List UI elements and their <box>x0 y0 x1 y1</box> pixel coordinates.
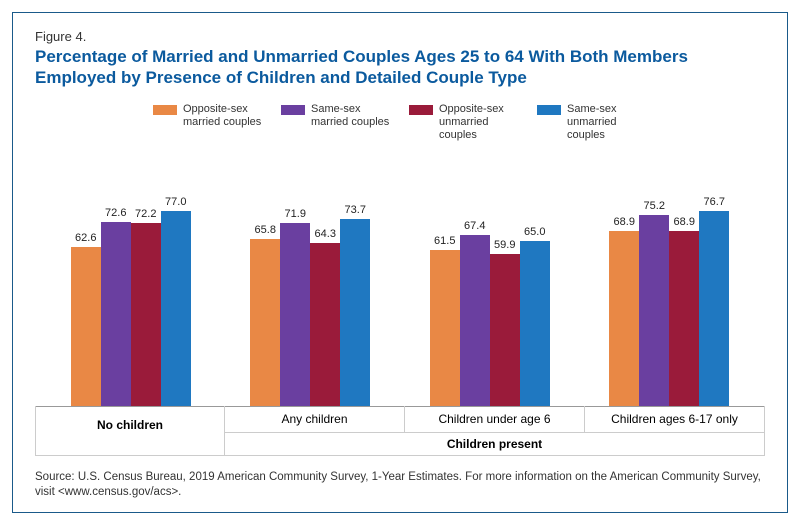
bar-group-u6: 61.5 67.4 59.9 65.0 <box>400 152 580 406</box>
legend-swatch <box>281 105 305 115</box>
bar-rect <box>280 223 310 406</box>
bar-rect <box>101 222 131 406</box>
legend-swatch <box>409 105 433 115</box>
bar-none-ssu: 77.0 <box>161 152 191 406</box>
figure-label: Figure 4. <box>35 29 765 44</box>
legend-item-ssu: Same-sex unmarried couples <box>537 103 647 143</box>
bar-u6-osm: 61.5 <box>430 152 460 406</box>
bar-group-any: 65.8 71.9 64.3 73.7 <box>221 152 401 406</box>
legend-swatch <box>537 105 561 115</box>
bar-u6-osu: 59.9 <box>490 152 520 406</box>
bar-rect <box>460 235 490 406</box>
bar-value-label: 59.9 <box>494 239 515 251</box>
bar-value-label: 73.7 <box>345 204 366 216</box>
bar-any-osm: 65.8 <box>250 152 280 406</box>
legend-item-ssm: Same-sex married couples <box>281 103 391 143</box>
bar-value-label: 64.3 <box>315 228 336 240</box>
bar-any-ssu: 73.7 <box>340 152 370 406</box>
legend-item-osu: Opposite-sex unmarried couples <box>409 103 519 143</box>
bar-rect <box>699 211 729 406</box>
bar-group-a6_17: 68.9 75.2 68.9 76.7 <box>580 152 760 406</box>
bar-value-label: 71.9 <box>285 208 306 220</box>
bar-value-label: 77.0 <box>165 196 186 208</box>
x-axis: No children Any childrenChildren under a… <box>35 406 765 456</box>
bar-value-label: 75.2 <box>644 200 665 212</box>
figure-frame: Figure 4. Percentage of Married and Unma… <box>12 12 788 513</box>
plot-area: 62.6 72.6 72.2 77.0 65.8 71.9 64.3 73.7 61.5 67.4… <box>35 152 765 407</box>
bar-none-osu: 72.2 <box>131 152 161 406</box>
bar-rect <box>340 219 370 406</box>
x-group-no-children: No children <box>35 406 225 456</box>
bar-a6_17-ssu: 76.7 <box>699 152 729 406</box>
bar-group-none: 62.6 72.6 72.2 77.0 <box>41 152 221 406</box>
bar-rect <box>161 211 191 407</box>
bar-none-osm: 62.6 <box>71 152 101 406</box>
legend-item-osm: Opposite-sex married couples <box>153 103 263 143</box>
bar-rect <box>310 243 340 406</box>
bar-value-label: 65.0 <box>524 226 545 238</box>
bar-any-osu: 64.3 <box>310 152 340 406</box>
bar-rect <box>131 223 161 406</box>
bar-value-label: 68.9 <box>674 216 695 228</box>
bar-a6_17-osm: 68.9 <box>609 152 639 406</box>
source-note: Source: U.S. Census Bureau, 2019 America… <box>35 470 765 500</box>
bar-a6_17-ssm: 75.2 <box>639 152 669 406</box>
x-label-u6: Children under age 6 <box>405 406 585 433</box>
bar-rect <box>490 254 520 406</box>
legend: Opposite-sex married couples Same-sex mar… <box>35 103 765 143</box>
bar-value-label: 68.9 <box>614 216 635 228</box>
legend-label: Same-sex unmarried couples <box>567 103 647 143</box>
bar-rect <box>609 231 639 406</box>
bar-rect <box>520 241 550 406</box>
bar-a6_17-osu: 68.9 <box>669 152 699 406</box>
bar-none-ssm: 72.6 <box>101 152 131 406</box>
bar-any-ssm: 71.9 <box>280 152 310 406</box>
chart-area: 62.6 72.6 72.2 77.0 65.8 71.9 64.3 73.7 61.5 67.4… <box>35 152 765 456</box>
legend-label: Opposite-sex married couples <box>183 103 263 129</box>
x-super-group-children-present: Children present <box>225 433 765 456</box>
bar-rect <box>639 215 669 406</box>
chart-title: Percentage of Married and Unmarried Coup… <box>35 46 765 89</box>
x-label-a6_17: Children ages 6-17 only <box>585 406 765 433</box>
bar-value-label: 65.8 <box>255 224 276 236</box>
bar-rect <box>430 250 460 406</box>
bar-u6-ssu: 65.0 <box>520 152 550 406</box>
legend-label: Opposite-sex unmarried couples <box>439 103 519 143</box>
legend-label: Same-sex married couples <box>311 103 391 129</box>
bar-u6-ssm: 67.4 <box>460 152 490 406</box>
bar-value-label: 72.6 <box>105 207 126 219</box>
bar-rect <box>669 231 699 406</box>
bar-value-label: 61.5 <box>434 235 455 247</box>
bar-rect <box>71 247 101 406</box>
bar-value-label: 72.2 <box>135 208 156 220</box>
x-label-any: Any children <box>225 406 405 433</box>
bar-value-label: 76.7 <box>704 196 725 208</box>
bar-rect <box>250 239 280 406</box>
bar-value-label: 62.6 <box>75 232 96 244</box>
legend-swatch <box>153 105 177 115</box>
bar-value-label: 67.4 <box>464 220 485 232</box>
